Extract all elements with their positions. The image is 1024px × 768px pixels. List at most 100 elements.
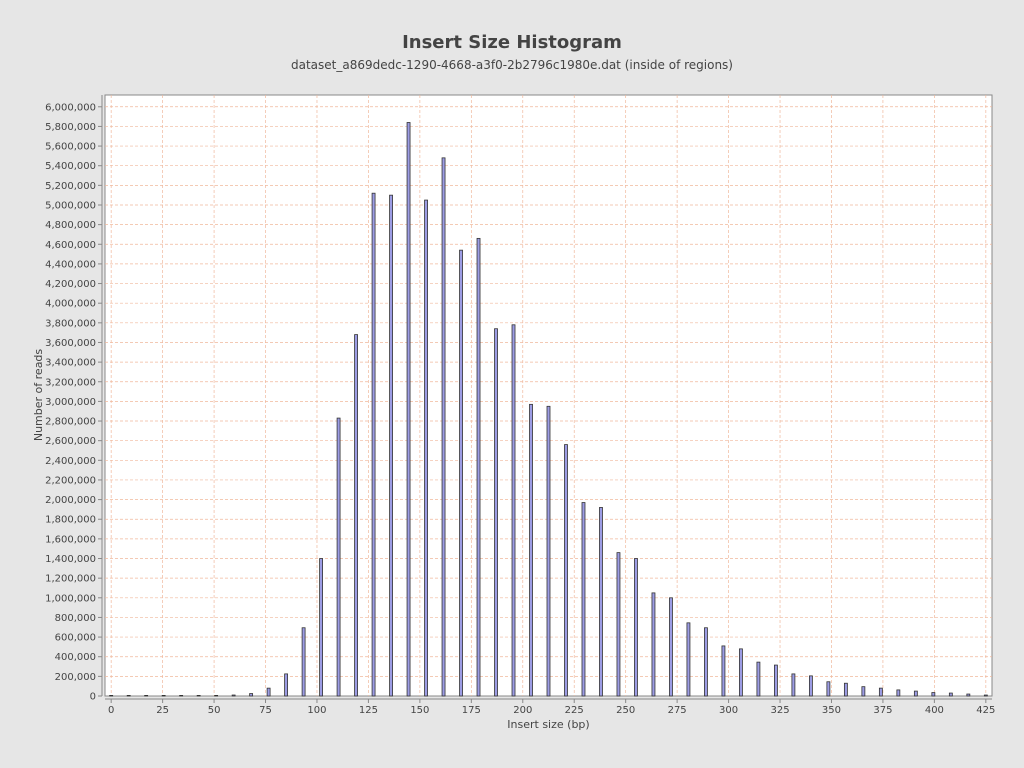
histogram-bar-170 bbox=[459, 249, 463, 697]
histogram-bar-340 bbox=[808, 675, 813, 697]
histogram-bar-229.5 bbox=[581, 502, 586, 697]
histogram-bar-110.5 bbox=[336, 417, 341, 697]
chart-subtitle: dataset_a869dedc-1290-4668-a3f0-2b2796c1… bbox=[291, 58, 733, 72]
x-tick-label: 25 bbox=[156, 705, 169, 716]
histogram-bar-153 bbox=[424, 199, 428, 697]
axes bbox=[101, 95, 992, 700]
y-tick-label: 2,400,000 bbox=[45, 456, 96, 467]
y-tick-label: 1,000,000 bbox=[45, 593, 96, 604]
chart-title: Insert Size Histogram bbox=[402, 32, 622, 53]
histogram-bar-382.5 bbox=[896, 689, 901, 697]
y-tick-label: 3,000,000 bbox=[45, 397, 96, 408]
y-axis-ticks: 0 200,000 400,000 600,000 800,000 1,000,000 1,… bbox=[45, 102, 102, 703]
x-tick-label: 150 bbox=[410, 705, 429, 716]
histogram-bar-68 bbox=[249, 693, 254, 697]
histogram-bars bbox=[109, 122, 988, 697]
histogram-bar-59.5 bbox=[231, 694, 236, 697]
x-tick-label: 425 bbox=[976, 705, 995, 716]
x-tick-label: 50 bbox=[208, 705, 221, 716]
histogram-bar-187 bbox=[494, 328, 498, 697]
x-tick-label: 375 bbox=[873, 705, 892, 716]
y-tick-label: 4,000,000 bbox=[45, 299, 96, 310]
y-tick-label: 400,000 bbox=[55, 652, 96, 663]
y-tick-label: 3,800,000 bbox=[45, 318, 96, 329]
y-tick-label: 4,800,000 bbox=[45, 220, 96, 231]
y-tick-label: 4,200,000 bbox=[45, 279, 96, 290]
y-tick-label: 5,400,000 bbox=[45, 161, 96, 172]
histogram-bar-416.5 bbox=[966, 693, 971, 697]
histogram-bar-119 bbox=[354, 334, 358, 697]
y-tick-label: 0 bbox=[90, 692, 96, 703]
y-tick-label: 6,000,000 bbox=[45, 102, 96, 113]
histogram-bar-331.5 bbox=[791, 673, 796, 697]
histogram-bar-76.5 bbox=[266, 687, 271, 697]
y-tick-label: 600,000 bbox=[55, 633, 96, 644]
histogram-bar-102 bbox=[319, 558, 323, 697]
x-tick-label: 250 bbox=[616, 705, 635, 716]
y-tick-label: 5,000,000 bbox=[45, 200, 96, 211]
histogram-bar-323 bbox=[774, 664, 778, 697]
y-tick-label: 5,200,000 bbox=[45, 181, 96, 192]
y-tick-label: 2,200,000 bbox=[45, 475, 96, 486]
x-tick-label: 75 bbox=[259, 705, 272, 716]
y-tick-label: 5,600,000 bbox=[45, 142, 96, 153]
y-tick-label: 1,600,000 bbox=[45, 534, 96, 545]
y-axis-label: Number of reads bbox=[32, 349, 45, 442]
y-tick-label: 1,200,000 bbox=[45, 574, 96, 585]
x-tick-label: 300 bbox=[719, 705, 738, 716]
grid-lines bbox=[105, 95, 992, 696]
histogram-bar-365.5 bbox=[861, 686, 866, 697]
x-tick-label: 275 bbox=[668, 705, 687, 716]
x-tick-label: 350 bbox=[822, 705, 841, 716]
y-tick-label: 1,800,000 bbox=[45, 515, 96, 526]
histogram-bar-314.5 bbox=[756, 661, 761, 697]
y-tick-label: 3,400,000 bbox=[45, 358, 96, 369]
histogram-bar-280.5 bbox=[686, 622, 691, 697]
histogram-bar-178.5 bbox=[476, 237, 481, 697]
histogram-bar-85 bbox=[284, 673, 289, 697]
y-tick-label: 5,800,000 bbox=[45, 122, 96, 133]
histogram-bar-272 bbox=[669, 597, 673, 697]
histogram-bar-425 bbox=[983, 694, 988, 697]
histogram-bar-93.5 bbox=[301, 627, 306, 697]
histogram-bar-212.5 bbox=[546, 405, 551, 697]
x-tick-label: 200 bbox=[513, 705, 532, 716]
histogram-bar-238 bbox=[599, 507, 603, 697]
x-tick-label: 175 bbox=[462, 705, 481, 716]
histogram-bar-391 bbox=[913, 690, 918, 697]
histogram-bar-348.5 bbox=[826, 681, 831, 697]
histogram-bar-246.5 bbox=[616, 552, 621, 697]
y-tick-label: 1,400,000 bbox=[45, 554, 96, 565]
y-tick-label: 4,600,000 bbox=[45, 240, 96, 251]
histogram-bar-408 bbox=[948, 692, 953, 697]
x-axis-label: Insert size (bp) bbox=[507, 718, 589, 731]
histogram-bar-297.5 bbox=[721, 645, 726, 697]
histogram-bar-263.5 bbox=[651, 592, 656, 697]
histogram-bar-0 bbox=[109, 695, 114, 697]
histogram-bar-144.5 bbox=[406, 122, 411, 697]
y-tick-label: 200,000 bbox=[55, 672, 96, 683]
x-tick-label: 325 bbox=[770, 705, 789, 716]
histogram-bar-374 bbox=[878, 687, 883, 697]
x-tick-label: 100 bbox=[307, 705, 326, 716]
histogram-bar-25.5 bbox=[161, 695, 166, 697]
y-tick-label: 3,600,000 bbox=[45, 338, 96, 349]
histogram-bar-8.5 bbox=[126, 695, 131, 697]
histogram-bar-306 bbox=[739, 648, 743, 697]
y-tick-label: 2,800,000 bbox=[45, 417, 96, 428]
histogram-bar-51 bbox=[214, 695, 219, 697]
x-tick-label: 0 bbox=[108, 705, 114, 716]
histogram-bar-136 bbox=[389, 194, 393, 697]
histogram-bar-17 bbox=[144, 695, 149, 697]
histogram-bar-127.5 bbox=[371, 192, 376, 697]
x-tick-label: 125 bbox=[359, 705, 378, 716]
x-tick-label: 225 bbox=[565, 705, 584, 716]
histogram-bar-357 bbox=[843, 682, 848, 697]
y-tick-label: 2,600,000 bbox=[45, 436, 96, 447]
x-tick-label: 400 bbox=[925, 705, 944, 716]
histogram-bar-195.5 bbox=[511, 324, 516, 697]
y-tick-label: 4,400,000 bbox=[45, 259, 96, 270]
histogram-bar-161.5 bbox=[441, 157, 446, 697]
histogram-bar-289 bbox=[704, 627, 708, 697]
y-tick-label: 2,000,000 bbox=[45, 495, 96, 506]
